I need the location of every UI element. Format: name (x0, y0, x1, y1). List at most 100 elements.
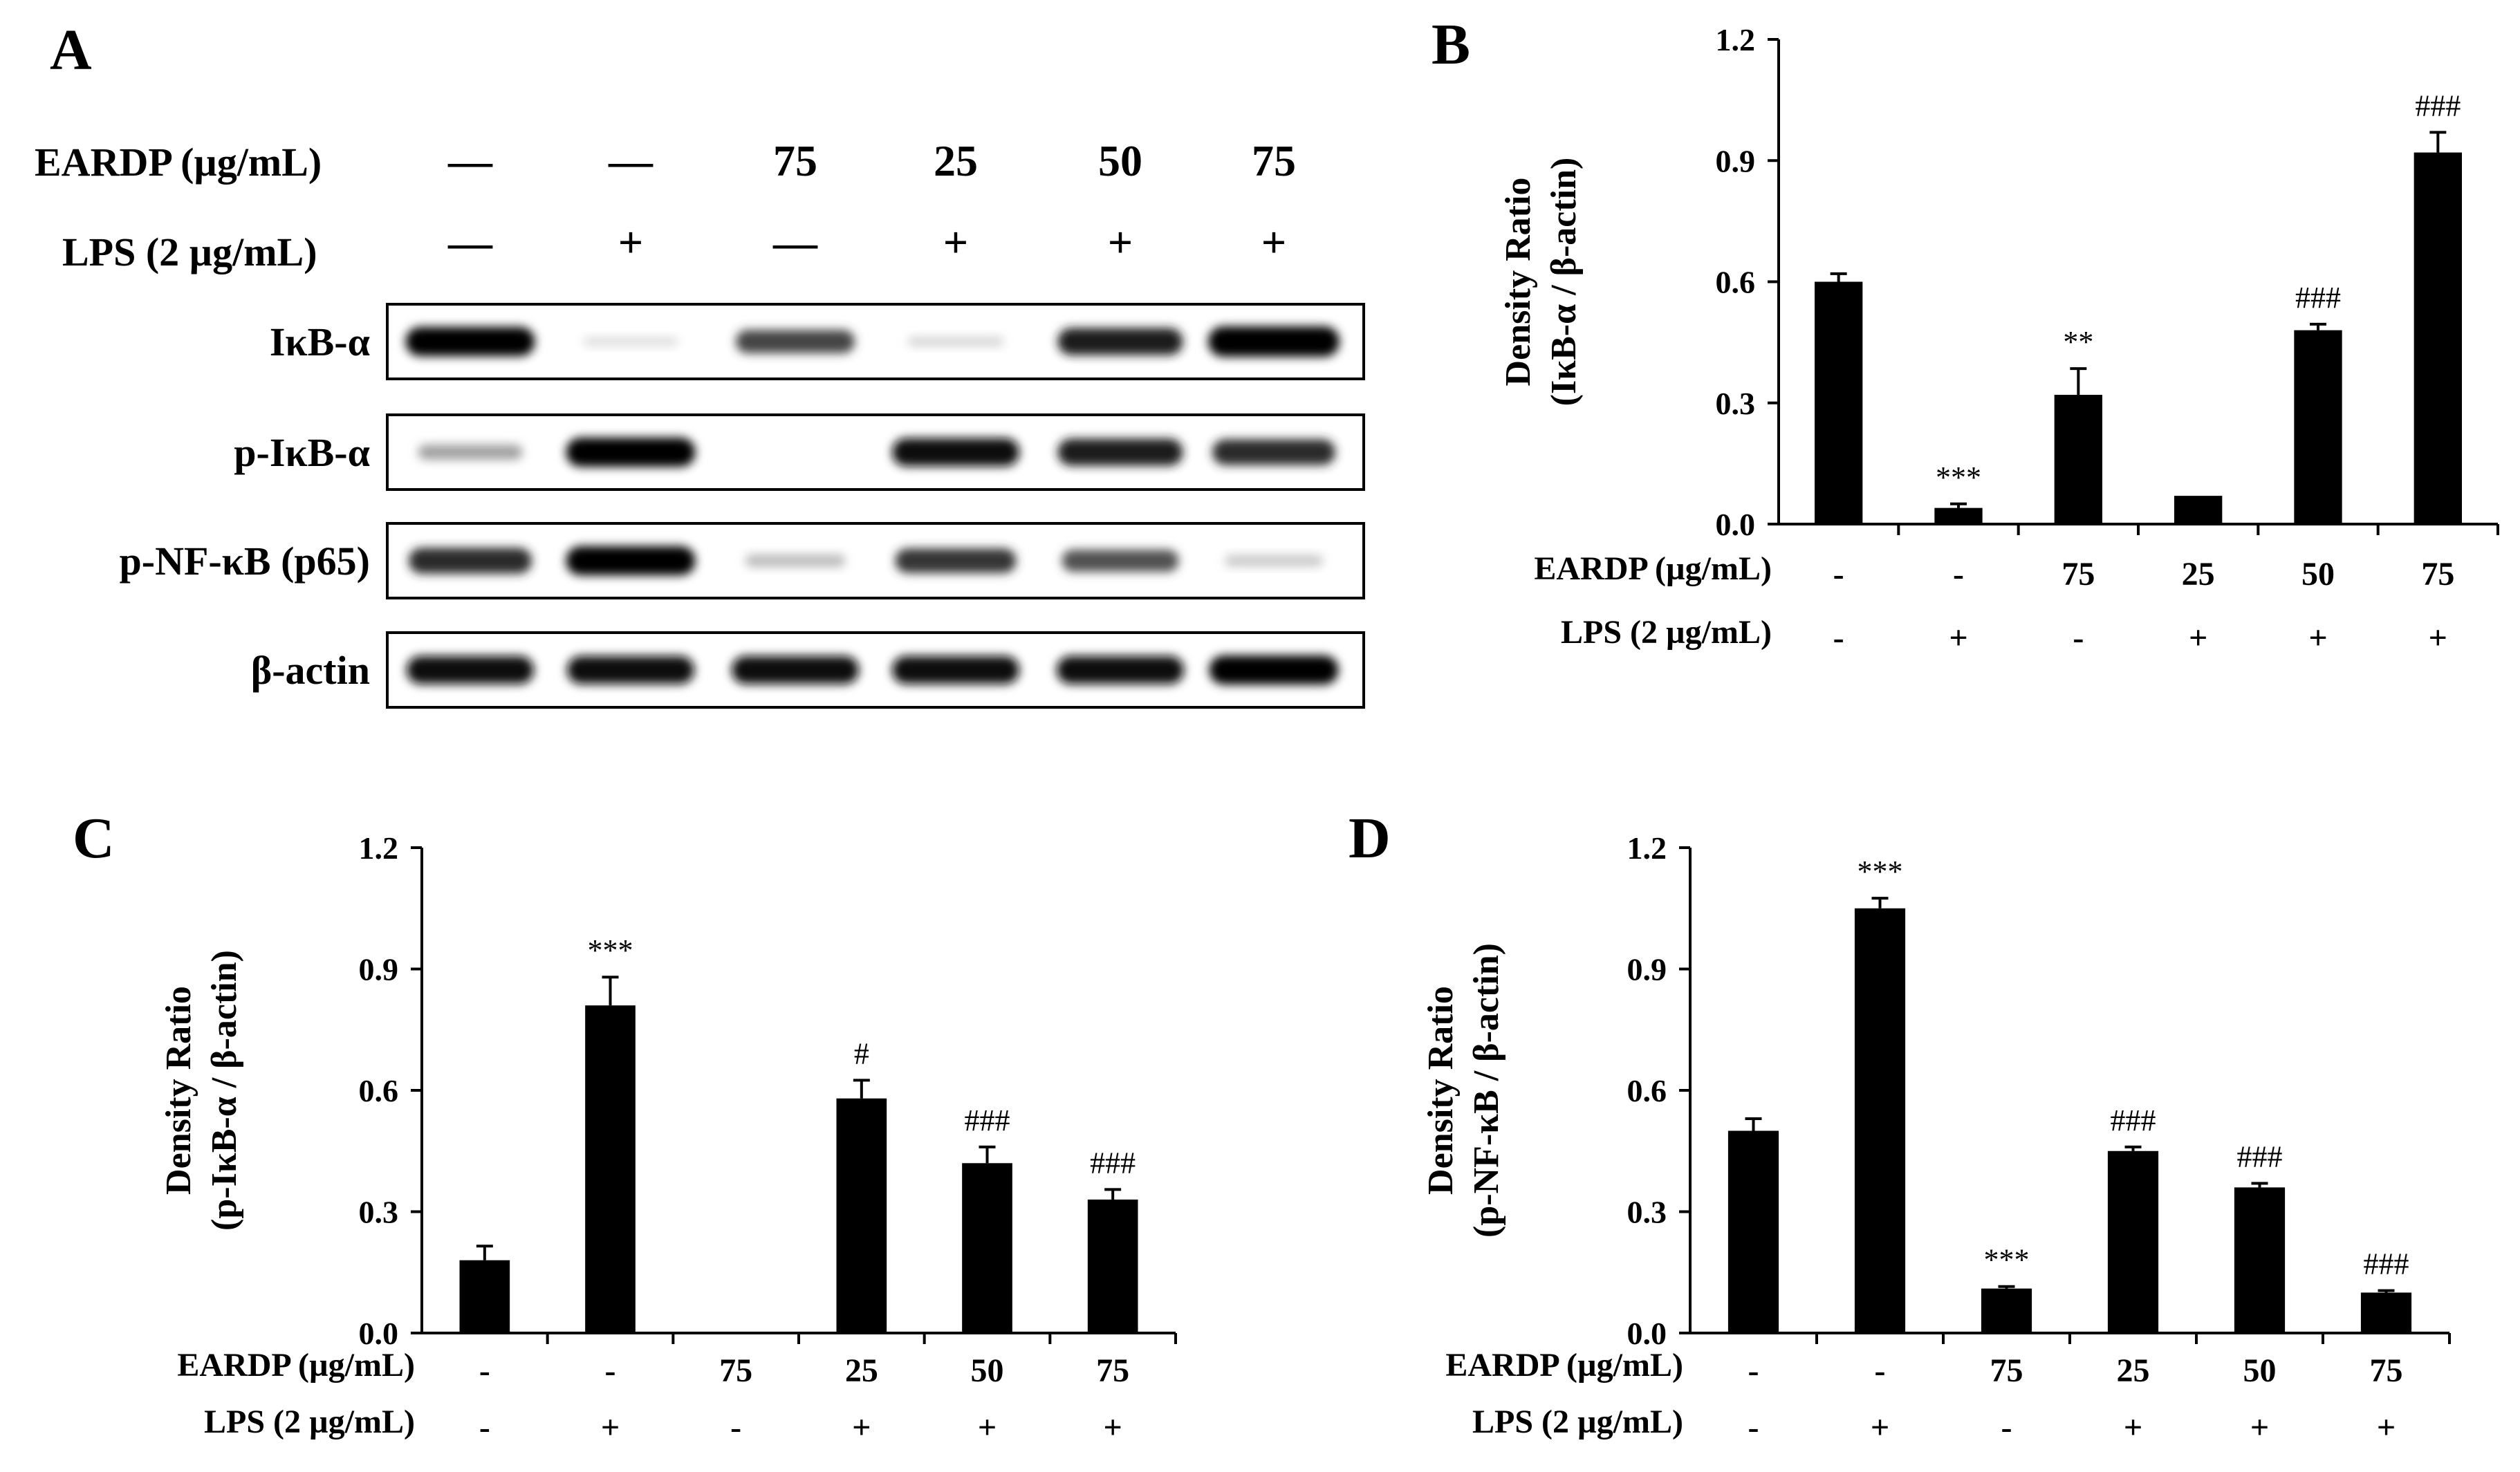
eardp-label: EARDP (µg/mL) (35, 140, 322, 185)
lps-value: - (730, 1409, 741, 1446)
eardp-value: 50 (971, 1352, 1004, 1389)
blot-frame (386, 413, 1365, 491)
blot-frame (386, 522, 1365, 599)
eardp-value: - (1953, 556, 1964, 593)
blot-band (745, 554, 846, 568)
eardp-value: 75 (719, 1352, 752, 1389)
eardp-value: 75 (2370, 1352, 2403, 1389)
blot-band (566, 546, 696, 576)
lps-value: - (479, 1409, 490, 1446)
eardp-value-2: — (608, 136, 654, 185)
blot-band (1057, 655, 1184, 684)
bar (2294, 330, 2342, 524)
bar (459, 1260, 510, 1333)
y-tick-label: 0.6 (1627, 1073, 1667, 1108)
significance-label: ### (2295, 281, 2341, 315)
lps-value: - (2073, 619, 2084, 656)
lps-value: + (1871, 1409, 1889, 1446)
significance-label: *** (1984, 1243, 2030, 1277)
significance-label: *** (1936, 460, 1981, 494)
y-tick-label: 1.2 (1716, 22, 1756, 57)
western-blots: IκB-α p-IκB-α p-NF-κB (p65) β-actin (120, 303, 1365, 709)
blot-band (1212, 439, 1335, 465)
y-axis-label-line1: Density Ratio (1421, 986, 1461, 1195)
blot-band (409, 548, 532, 574)
blot-band (1209, 655, 1339, 685)
eardp-value: - (1748, 1352, 1759, 1389)
bar (1815, 281, 1863, 524)
eardp-value: 25 (2117, 1352, 2150, 1389)
significance-label: ### (2111, 1103, 2156, 1137)
significance-label: # (854, 1036, 869, 1070)
lps-value-3: — (772, 218, 818, 267)
blot-band (407, 655, 534, 684)
lps-value: + (2124, 1409, 2142, 1446)
panel-letter: B (1432, 12, 1470, 77)
y-axis-label-line1: Density Ratio (1499, 178, 1538, 386)
blot-band (1225, 555, 1323, 567)
blot-row: p-NF-κB (p65) (120, 522, 1365, 599)
eardp-value: 75 (1096, 1352, 1129, 1389)
lps-value-6: + (1261, 218, 1286, 267)
blot-band (1208, 326, 1340, 357)
blot-band (1057, 438, 1183, 466)
blot-band (1057, 328, 1183, 355)
y-axis-label-line2: (IκB-α / β-actin) (1544, 158, 1584, 407)
panel-a: A EARDP (µg/mL) LPS (2 µg/mL) — — 75 25 50 75… (35, 18, 1365, 709)
blot-band (418, 445, 523, 460)
y-tick-label: 1.2 (1627, 830, 1667, 866)
eardp-row-label: EARDP (µg/mL) (177, 1347, 415, 1384)
significance-label: ### (2237, 1140, 2283, 1174)
blot-frame (386, 303, 1365, 380)
eardp-value: 25 (845, 1352, 878, 1389)
y-axis-label-line2: (p-NF-κB / β-actin) (1467, 943, 1506, 1238)
bar (2414, 152, 2462, 525)
blot-row: IκB-α (270, 303, 1365, 380)
panel-letter: C (73, 806, 115, 870)
blot-band (405, 326, 535, 357)
lps-value-1: — (447, 218, 493, 267)
lps-value: + (978, 1409, 997, 1446)
blot-band (907, 336, 1004, 347)
lps-value: + (1103, 1409, 1122, 1446)
blot-row: p-IκB-α (234, 413, 1365, 491)
y-axis-label-line1: Density Ratio (159, 986, 198, 1195)
bar (962, 1163, 1012, 1333)
bar (2054, 395, 2102, 524)
y-tick-label: 0.0 (1627, 1316, 1667, 1351)
y-tick-label: 0.0 (359, 1316, 399, 1351)
lps-value: + (601, 1409, 620, 1446)
blot-label: p-IκB-α (234, 430, 370, 475)
eardp-value: 50 (2243, 1352, 2277, 1389)
eardp-value: 50 (2301, 556, 2335, 593)
eardp-value-6: 75 (1252, 136, 1296, 185)
y-tick-label: 0.3 (1627, 1195, 1667, 1230)
blot-row: β-actin (251, 631, 1365, 709)
y-tick-label: 0.0 (1716, 507, 1756, 542)
significance-label: ### (1090, 1146, 1136, 1180)
lps-value-4: + (943, 218, 968, 267)
eardp-value: - (1833, 556, 1844, 593)
blot-label: IκB-α (270, 319, 370, 364)
y-tick-label: 0.6 (1716, 265, 1756, 300)
bar (1934, 507, 1983, 524)
blot-frame (386, 631, 1365, 709)
lps-value: + (2377, 1409, 2396, 1446)
bar (2174, 496, 2223, 524)
bar (2360, 1292, 2412, 1333)
bar (836, 1098, 887, 1333)
bar (585, 1005, 636, 1333)
blot-band (892, 655, 1019, 684)
y-tick-label: 0.3 (359, 1195, 399, 1230)
blot-band (583, 336, 678, 347)
y-tick-label: 0.6 (359, 1073, 399, 1108)
lps-value: - (1748, 1409, 1759, 1446)
lps-value-2: + (618, 218, 643, 267)
bar (1087, 1199, 1138, 1333)
lps-value: + (2250, 1409, 2269, 1446)
chart-panel-d: D 0.0 0.3 0.6 0.9 1.2 Density Ratio (p-NF-κB / … (1349, 806, 2451, 1446)
y-tick-label: 1.2 (359, 830, 399, 866)
blot-band (1062, 549, 1179, 572)
lps-value: + (2189, 619, 2207, 656)
lps-row-label: LPS (2 µg/mL) (1561, 614, 1772, 651)
